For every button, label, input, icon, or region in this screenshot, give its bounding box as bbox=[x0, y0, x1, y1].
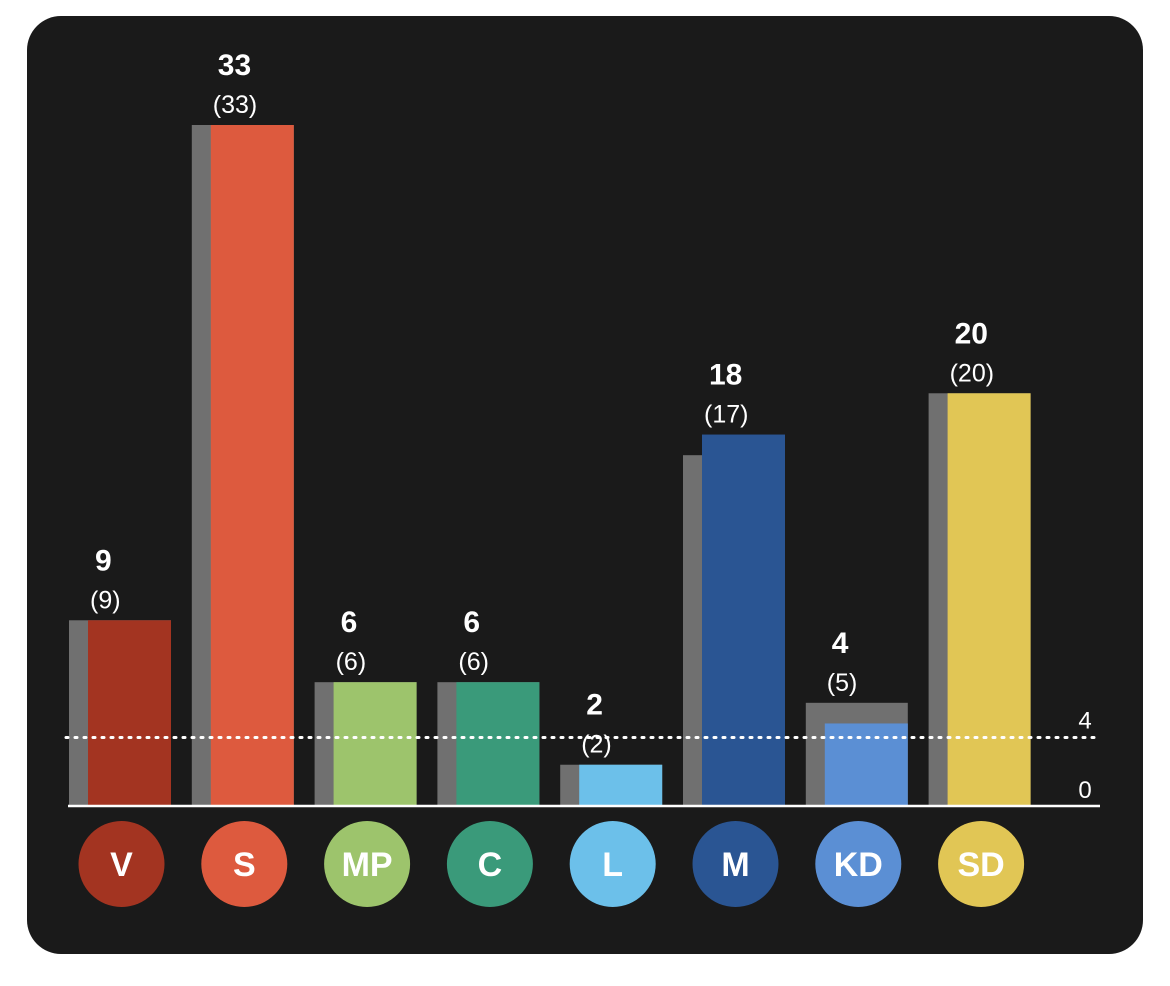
bar-l bbox=[579, 764, 663, 806]
party-label-kd: KD bbox=[834, 846, 883, 884]
party-label-s: S bbox=[233, 846, 256, 884]
bar-sd bbox=[947, 393, 1031, 806]
party-badges: V S MP C L M KD SD bbox=[78, 821, 1025, 907]
party-label-l: L bbox=[602, 846, 623, 884]
previous-label-c: (6) bbox=[458, 648, 489, 676]
value-label-kd: 4 bbox=[832, 627, 849, 660]
bar-s bbox=[210, 125, 294, 806]
value-label-mp: 6 bbox=[341, 606, 358, 639]
party-badge-s bbox=[201, 821, 288, 907]
value-labels: 9 (9) 33 (33) 6 (6) 6 (6) 2 (2) 18 (17) 4 (5) 20 (20) bbox=[90, 49, 994, 759]
threshold-label: 4 bbox=[1078, 707, 1091, 734]
value-label-c: 6 bbox=[463, 606, 480, 639]
party-badge-kd bbox=[815, 821, 902, 907]
party-label-sd: SD bbox=[957, 846, 1004, 884]
previous-label-m: (17) bbox=[704, 401, 748, 429]
previous-label-sd: (20) bbox=[950, 359, 994, 387]
value-label-v: 9 bbox=[95, 544, 112, 577]
party-badge-mp bbox=[324, 821, 411, 907]
value-label-l: 2 bbox=[586, 689, 603, 722]
party-label-mp: MP bbox=[342, 846, 393, 884]
bar-mp bbox=[333, 682, 417, 806]
party-badge-c bbox=[446, 821, 533, 907]
bar-v bbox=[88, 620, 171, 806]
bar-m bbox=[702, 434, 785, 806]
baseline-label: 0 bbox=[1078, 777, 1091, 804]
value-label-sd: 20 bbox=[955, 317, 988, 350]
party-badge-sd bbox=[938, 821, 1025, 907]
party-label-c: C bbox=[478, 846, 503, 884]
party-badge-m bbox=[692, 821, 779, 907]
previous-label-v: (9) bbox=[90, 586, 121, 614]
value-label-m: 18 bbox=[709, 359, 742, 392]
party-badge-l bbox=[569, 821, 656, 907]
party-label-m: M bbox=[721, 846, 749, 884]
previous-label-mp: (6) bbox=[336, 648, 367, 676]
bar-kd bbox=[824, 723, 908, 806]
party-label-v: V bbox=[110, 846, 133, 884]
previous-label-l: (2) bbox=[581, 731, 612, 759]
value-label-s: 33 bbox=[218, 49, 251, 82]
previous-label-kd: (5) bbox=[827, 669, 858, 697]
bar-c bbox=[456, 682, 540, 806]
previous-label-s: (33) bbox=[213, 91, 257, 119]
current-bars bbox=[88, 125, 1031, 806]
party-badge-v bbox=[78, 821, 165, 907]
